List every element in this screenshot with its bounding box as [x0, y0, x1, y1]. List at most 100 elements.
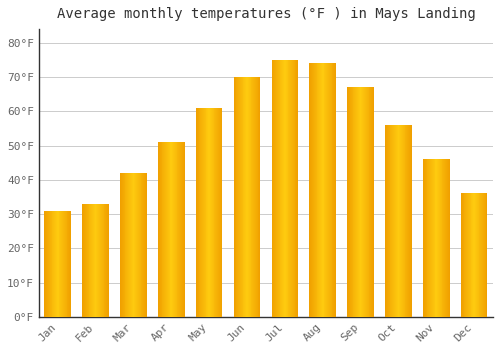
Bar: [358, 87, 359, 317]
Bar: [400, 125, 401, 317]
Bar: [137, 173, 138, 317]
Bar: [160, 142, 162, 317]
Bar: [123, 173, 124, 317]
Bar: [134, 173, 135, 317]
Bar: [292, 60, 293, 317]
Bar: [283, 60, 284, 317]
Bar: [363, 87, 364, 317]
Bar: [321, 63, 322, 317]
Bar: [296, 60, 298, 317]
Bar: [464, 194, 466, 317]
Bar: [356, 87, 357, 317]
Bar: [203, 108, 204, 317]
Bar: [165, 142, 166, 317]
Bar: [447, 159, 448, 317]
Bar: [401, 125, 402, 317]
Bar: [272, 60, 274, 317]
Bar: [50, 211, 51, 317]
Bar: [212, 108, 214, 317]
Bar: [58, 211, 59, 317]
Bar: [208, 108, 209, 317]
Bar: [402, 125, 403, 317]
Bar: [480, 194, 481, 317]
Bar: [362, 87, 364, 317]
Bar: [198, 108, 200, 317]
Bar: [314, 63, 315, 317]
Bar: [478, 194, 480, 317]
Bar: [448, 159, 450, 317]
Bar: [247, 77, 248, 317]
Bar: [122, 173, 123, 317]
Bar: [439, 159, 440, 317]
Bar: [403, 125, 404, 317]
Bar: [429, 159, 430, 317]
Bar: [100, 204, 101, 317]
Bar: [444, 159, 445, 317]
Bar: [395, 125, 396, 317]
Bar: [392, 125, 393, 317]
Bar: [240, 77, 241, 317]
Bar: [284, 60, 285, 317]
Bar: [467, 194, 468, 317]
Bar: [396, 125, 398, 317]
Bar: [385, 125, 386, 317]
Bar: [359, 87, 360, 317]
Bar: [91, 204, 92, 317]
Bar: [365, 87, 366, 317]
Bar: [99, 204, 100, 317]
Bar: [159, 142, 160, 317]
Bar: [82, 204, 84, 317]
Bar: [408, 125, 409, 317]
Bar: [136, 173, 137, 317]
Bar: [366, 87, 367, 317]
Bar: [318, 63, 319, 317]
Bar: [66, 211, 68, 317]
Bar: [132, 173, 134, 317]
Bar: [56, 211, 57, 317]
Bar: [290, 60, 291, 317]
Bar: [129, 173, 130, 317]
Bar: [65, 211, 66, 317]
Bar: [386, 125, 387, 317]
Bar: [121, 173, 122, 317]
Bar: [130, 173, 131, 317]
Bar: [167, 142, 168, 317]
Bar: [291, 60, 292, 317]
Bar: [294, 60, 296, 317]
Bar: [236, 77, 238, 317]
Bar: [218, 108, 219, 317]
Bar: [239, 77, 240, 317]
Bar: [351, 87, 352, 317]
Bar: [438, 159, 439, 317]
Bar: [217, 108, 218, 317]
Bar: [313, 63, 314, 317]
Bar: [254, 77, 255, 317]
Bar: [332, 63, 334, 317]
Bar: [327, 63, 328, 317]
Bar: [168, 142, 170, 317]
Bar: [63, 211, 64, 317]
Bar: [432, 159, 434, 317]
Bar: [326, 63, 327, 317]
Bar: [93, 204, 94, 317]
Bar: [442, 159, 444, 317]
Bar: [426, 159, 428, 317]
Bar: [241, 77, 242, 317]
Bar: [55, 211, 56, 317]
Bar: [354, 87, 356, 317]
Bar: [211, 108, 212, 317]
Bar: [250, 77, 252, 317]
Bar: [475, 194, 476, 317]
Bar: [204, 108, 205, 317]
Bar: [275, 60, 276, 317]
Bar: [349, 87, 350, 317]
Bar: [406, 125, 408, 317]
Bar: [324, 63, 326, 317]
Bar: [387, 125, 388, 317]
Bar: [364, 87, 365, 317]
Bar: [484, 194, 486, 317]
Bar: [143, 173, 144, 317]
Bar: [88, 204, 90, 317]
Bar: [276, 60, 277, 317]
Bar: [87, 204, 88, 317]
